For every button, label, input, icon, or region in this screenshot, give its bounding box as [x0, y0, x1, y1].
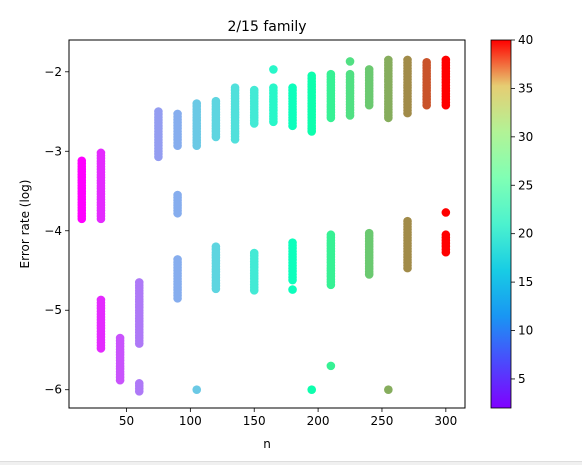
data-point — [441, 208, 451, 217]
x-tick-label: 150 — [243, 414, 266, 428]
data-point — [173, 255, 182, 264]
data-point — [364, 65, 374, 74]
data-point — [249, 85, 259, 95]
data-point — [173, 190, 182, 200]
data-point — [173, 109, 182, 119]
data-point — [192, 385, 202, 395]
data-point — [384, 55, 393, 65]
data-point — [288, 238, 297, 247]
data-point — [403, 55, 412, 65]
data-point — [326, 361, 336, 371]
x-tick-label: 100 — [179, 414, 202, 428]
y-tick-label: −4 — [44, 224, 62, 238]
data-point — [115, 333, 125, 343]
data-point — [307, 385, 317, 395]
data-point — [326, 230, 336, 240]
data-point — [441, 230, 451, 240]
x-tick-label: 250 — [371, 414, 394, 428]
x-axis-label: n — [263, 437, 271, 451]
colorbar-tick-label: 20 — [518, 227, 533, 241]
data-point — [364, 228, 374, 238]
colorbar-ticks: 5 10 15 20 25 30 35 40 — [511, 33, 533, 386]
data-point — [211, 242, 221, 251]
colorbar-tick-label: 5 — [518, 372, 526, 386]
data-point — [384, 385, 393, 395]
data-point — [288, 285, 297, 294]
data-point — [403, 216, 412, 226]
x-tick-label: 300 — [434, 414, 457, 428]
data-point — [269, 65, 278, 74]
x-tick-label: 200 — [307, 414, 330, 428]
colorbar-tick-label: 30 — [518, 130, 533, 144]
y-tick-label: −6 — [44, 383, 62, 397]
y-tick-label: −3 — [44, 144, 62, 158]
data-point — [134, 278, 144, 287]
colorbar-tick-label: 15 — [518, 275, 533, 289]
colorbar-tick-label: 35 — [518, 81, 533, 95]
data-point — [77, 156, 87, 166]
data-point — [249, 248, 259, 258]
y-tick-label: −5 — [44, 303, 62, 317]
data-point — [345, 57, 355, 66]
colorbar-tick-label: 25 — [518, 178, 533, 192]
data-point — [345, 69, 355, 79]
data-point — [422, 57, 431, 67]
y-axis-label: Error rate (log) — [18, 180, 32, 269]
data-point — [307, 71, 317, 81]
x-axis-ticks: 50 100 150 200 250 300 — [119, 408, 457, 428]
data-point — [269, 83, 278, 92]
chart-title: 2/15 family — [227, 19, 306, 35]
colorbar-tick-label: 40 — [518, 33, 533, 47]
data-point — [211, 96, 221, 106]
y-axis-ticks: −6 −5 −4 −3 −2 — [44, 65, 69, 397]
data-point — [230, 83, 240, 92]
plot-frame — [68, 39, 466, 409]
data-point — [441, 55, 451, 65]
colorbar-tick-label: 10 — [518, 324, 533, 338]
data-point — [96, 295, 106, 305]
colorbar — [490, 39, 512, 409]
data-point — [154, 107, 163, 116]
data-point — [134, 379, 144, 388]
data-point — [288, 83, 297, 92]
data-point — [192, 99, 202, 108]
data-point — [96, 148, 106, 158]
data-points — [77, 55, 451, 396]
y-tick-label: −2 — [44, 65, 62, 79]
window-bottom-edge — [0, 461, 582, 465]
data-point — [326, 69, 336, 79]
x-tick-label: 50 — [119, 414, 134, 428]
